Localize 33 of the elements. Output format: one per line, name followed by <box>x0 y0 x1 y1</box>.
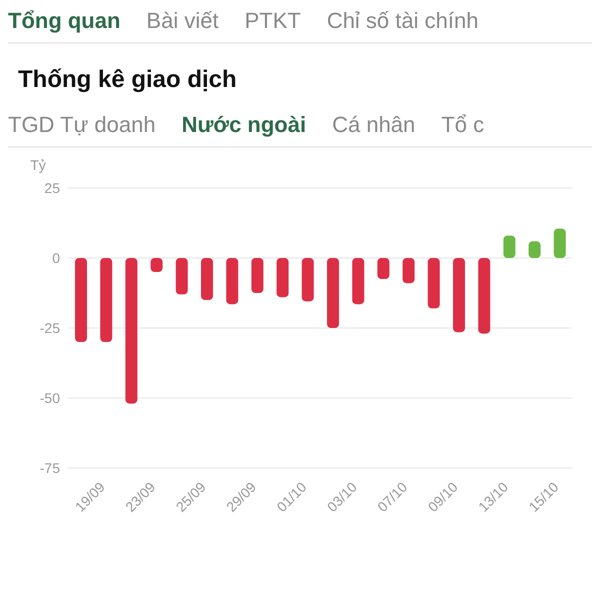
chart-title: Thống kê giao dịch <box>18 66 238 94</box>
bar <box>377 258 390 279</box>
bar <box>251 258 264 293</box>
bar <box>478 258 490 334</box>
bar <box>302 258 314 302</box>
bar <box>226 258 238 304</box>
text: TGD Tự doanh <box>8 112 156 138</box>
text: Tổ c <box>441 112 484 138</box>
y-tick-label: 0 <box>52 250 60 266</box>
text: PTKT <box>244 8 301 34</box>
y-tick-label: -75 <box>40 460 60 476</box>
y-tick-label: -50 <box>40 390 60 406</box>
bar <box>554 228 566 258</box>
text: Tổng quan <box>8 8 120 34</box>
text: Bài viết <box>146 8 219 34</box>
y-tick-label: 25 <box>44 180 60 196</box>
bar <box>428 258 440 308</box>
bar <box>75 258 87 342</box>
text: Nước ngoài <box>182 112 306 138</box>
bar <box>402 258 415 284</box>
bar <box>100 258 112 342</box>
bar <box>453 258 465 332</box>
bar <box>201 258 213 300</box>
text: Cá nhân <box>332 112 416 138</box>
bar <box>503 236 516 258</box>
bar <box>276 258 289 298</box>
y-axis-title: Tỷ <box>30 157 46 173</box>
y-tick-label: -25 <box>40 320 60 336</box>
bar <box>352 258 364 304</box>
bar <box>125 258 138 404</box>
bar <box>327 258 339 328</box>
bar <box>176 258 188 294</box>
text: Chỉ số tài chính <box>326 8 478 34</box>
